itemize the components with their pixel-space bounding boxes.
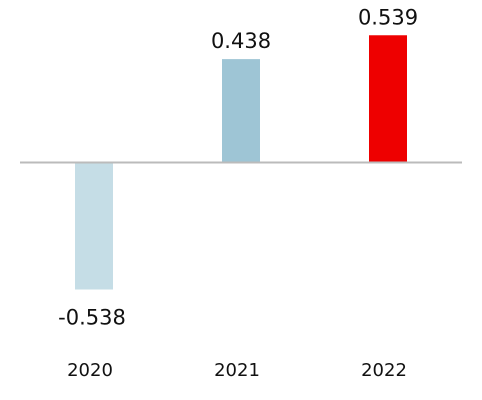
bar-2021 xyxy=(222,59,260,163)
x-tick-label-2021: 2021 xyxy=(214,360,260,381)
data-label-2021: 0.438 xyxy=(211,29,271,53)
bar-2020 xyxy=(75,162,113,290)
x-tick-label-2022: 2022 xyxy=(361,360,407,381)
data-label-2020: -0.538 xyxy=(58,306,126,330)
category-labels-group: 2020 2021 2022 xyxy=(67,360,407,381)
value-labels-group: -0.538 0.438 0.539 xyxy=(58,5,418,329)
bar-2022 xyxy=(369,35,407,163)
bars-group xyxy=(75,35,407,290)
x-tick-label-2020: 2020 xyxy=(67,360,113,381)
data-label-2022: 0.539 xyxy=(358,5,418,29)
